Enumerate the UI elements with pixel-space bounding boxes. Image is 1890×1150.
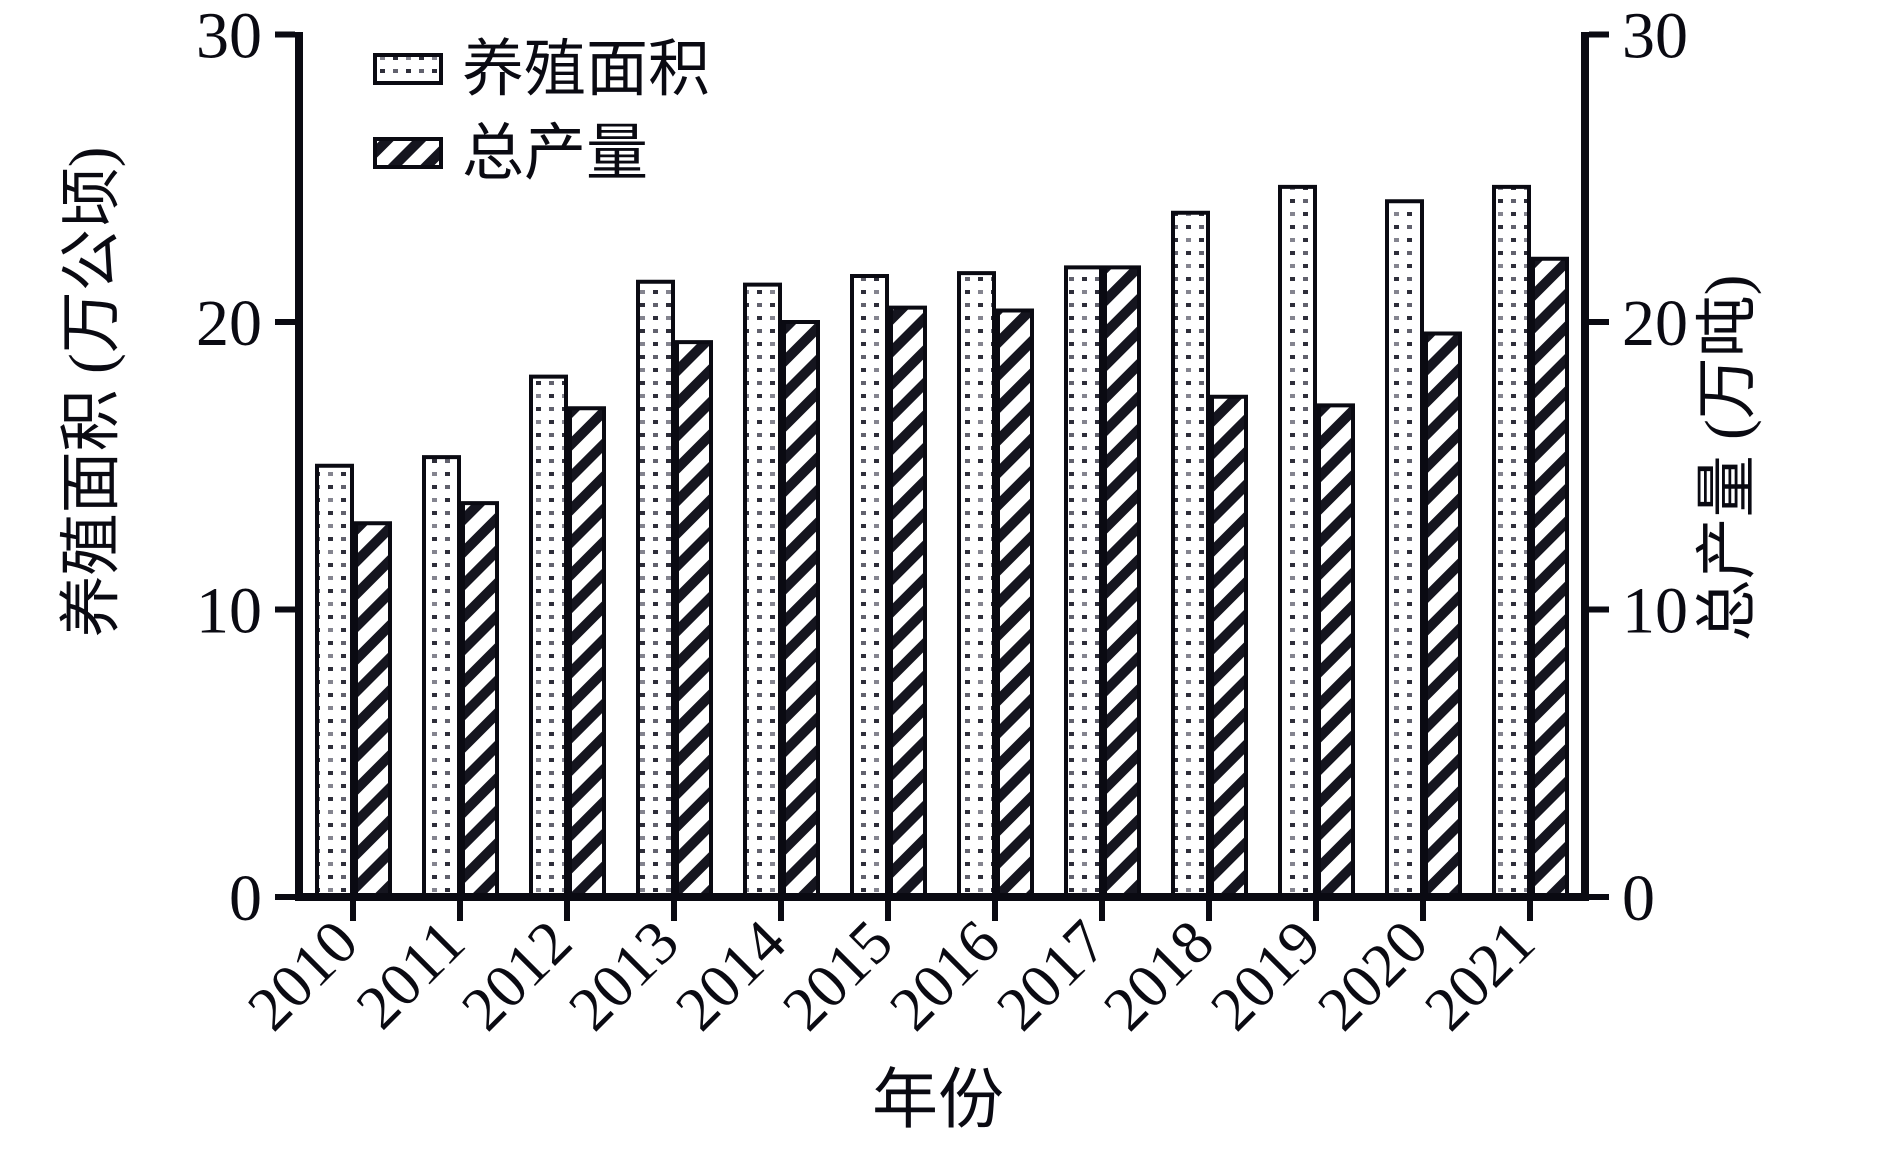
y-tick-label-right-0: 0: [1622, 862, 1655, 935]
x-tick-2017: [1099, 901, 1105, 921]
bar-production-2015: [889, 305, 927, 899]
y-tick-left-10: [275, 606, 295, 613]
bar-area-2017: [1064, 265, 1103, 899]
x-tick-2018: [1206, 901, 1212, 921]
x-axis-line: [295, 893, 1589, 901]
bar-production-2012: [568, 406, 606, 899]
bar-area-2015: [850, 274, 889, 899]
y-tick-label-left-20: 20: [196, 287, 262, 360]
y-tick-left-30: [275, 31, 295, 38]
y-axis-left-ticks: 0 10 20 30: [196, 0, 295, 935]
x-tick-2015: [885, 901, 891, 921]
legend: 养殖面积 总产量: [373, 36, 710, 188]
y-axis-left-title: 养殖面积 (万公顷): [58, 147, 126, 638]
bar-area-2010: [315, 463, 354, 899]
y-tick-label-left-10: 10: [196, 575, 262, 648]
x-tick-2020: [1420, 901, 1426, 921]
x-axis-title: 年份: [872, 1064, 1004, 1137]
bar-area-2012: [529, 374, 568, 899]
y-tick-label-right-30: 30: [1622, 0, 1688, 73]
legend-hatch-swatch: [373, 137, 443, 169]
x-tick-2011: [457, 901, 463, 921]
bar-area-2021: [1492, 184, 1531, 899]
y-axis-right-line: [1581, 32, 1589, 901]
x-tick-2014: [778, 901, 784, 921]
bar-area-2019: [1278, 184, 1317, 899]
bars-group: [315, 184, 1569, 899]
x-tick-2016: [992, 901, 998, 921]
bar-production-2014: [782, 320, 820, 899]
bar-production-2016: [996, 308, 1034, 899]
y-axis-left-line: [295, 32, 303, 901]
x-tick-2019: [1313, 901, 1319, 921]
bar-area-2014: [743, 282, 782, 899]
y-tick-right-10: [1589, 606, 1609, 613]
y-tick-right-20: [1589, 319, 1609, 325]
legend-label-production: 总产量: [462, 120, 648, 188]
y-tick-label-left-0: 0: [229, 862, 262, 935]
x-tick-2013: [671, 901, 677, 921]
bar-production-2010: [354, 521, 392, 899]
y-tick-right-0: [1589, 894, 1609, 900]
y-tick-label-left-30: 30: [196, 0, 262, 73]
bar-production-2021: [1531, 256, 1569, 899]
y-tick-label-right-20: 20: [1622, 287, 1688, 360]
y-tick-left-20: [275, 319, 295, 325]
bar-area-2016: [957, 271, 996, 899]
bar-area-2018: [1171, 210, 1210, 899]
legend-label-area: 养殖面积: [462, 36, 710, 104]
y-tick-left-0: [275, 894, 295, 900]
bar-area-2011: [422, 455, 461, 899]
x-tick-2021: [1527, 901, 1533, 921]
legend-dots-swatch: [373, 53, 443, 85]
y-tick-right-30: [1589, 31, 1609, 38]
y-axis-right-ticks: 0 10 20 30: [1589, 0, 1688, 935]
bar-area-2020: [1385, 199, 1424, 899]
bar-production-2018: [1210, 394, 1248, 899]
bar-production-2013: [675, 340, 713, 899]
bar-area-2013: [636, 279, 675, 899]
x-tick-2010: [350, 901, 356, 921]
bar-production-2011: [461, 501, 499, 899]
bar-production-2019: [1317, 403, 1355, 899]
y-axis-right-title: 总产量 (万吨): [1694, 275, 1762, 642]
y-tick-label-right-10: 10: [1622, 575, 1688, 648]
x-tick-2012: [564, 901, 570, 921]
bar-production-2017: [1103, 265, 1141, 899]
bar-production-2020: [1424, 331, 1462, 899]
